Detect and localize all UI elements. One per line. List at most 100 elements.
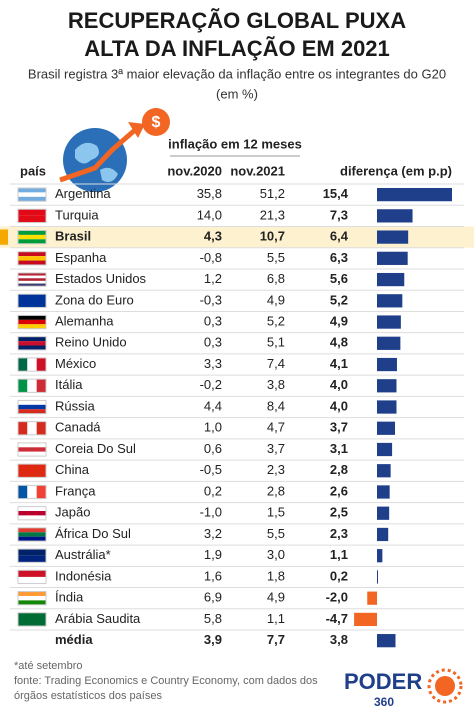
country: Zona do Euro bbox=[55, 292, 134, 307]
flag bbox=[18, 409, 46, 414]
cell: 2,8 bbox=[267, 483, 285, 498]
bar bbox=[377, 188, 452, 202]
cell: 10,7 bbox=[260, 229, 285, 244]
flag-border bbox=[17, 421, 47, 436]
logo: 360 bbox=[374, 695, 394, 709]
country: Espanha bbox=[55, 250, 107, 265]
flag bbox=[18, 595, 46, 601]
difference-label: 7,3 bbox=[330, 207, 348, 222]
row-highlight bbox=[0, 226, 474, 248]
cell: 1,6 bbox=[204, 568, 222, 583]
cell: -0,8 bbox=[200, 250, 222, 265]
flag-border bbox=[17, 442, 47, 457]
cell: 1,9 bbox=[204, 547, 222, 562]
flag bbox=[18, 324, 46, 329]
country: México bbox=[55, 356, 96, 371]
country: Estados Unidos bbox=[55, 271, 147, 286]
cell: 4,3 bbox=[204, 229, 222, 244]
bar bbox=[377, 315, 401, 329]
cell: 6,8 bbox=[267, 271, 285, 286]
cell: 6,9 bbox=[204, 590, 222, 605]
flag bbox=[18, 272, 46, 276]
difference-label: 4,9 bbox=[330, 313, 348, 328]
flag bbox=[18, 357, 28, 372]
difference-label: 4,8 bbox=[330, 335, 348, 350]
flag-border bbox=[17, 569, 47, 585]
bar bbox=[377, 209, 413, 223]
flag bbox=[18, 451, 46, 457]
cell: 3,2 bbox=[204, 526, 222, 541]
difference-label: 5,2 bbox=[330, 292, 348, 307]
note: *até setembro bbox=[14, 660, 82, 672]
flag-border bbox=[17, 272, 47, 287]
country: Reino Unido bbox=[55, 335, 127, 350]
flag-border bbox=[17, 463, 47, 478]
cell: 0,2 bbox=[204, 483, 222, 498]
flag-border bbox=[17, 527, 47, 542]
flag bbox=[36, 379, 46, 393]
column-header: país bbox=[20, 163, 46, 178]
column-header: diferença (em p.p) bbox=[340, 163, 452, 178]
cell: 2,3 bbox=[267, 462, 285, 477]
country: China bbox=[55, 462, 90, 477]
flag bbox=[18, 336, 46, 342]
flag bbox=[18, 192, 46, 197]
cell: -0,3 bbox=[200, 292, 222, 307]
cell: 4,9 bbox=[267, 590, 285, 605]
flag bbox=[18, 315, 46, 320]
flag bbox=[18, 485, 28, 499]
difference-label: -2,0 bbox=[326, 590, 348, 605]
flag bbox=[18, 278, 46, 281]
cell: 51,2 bbox=[260, 186, 285, 201]
flag bbox=[18, 536, 46, 542]
cell: 0,3 bbox=[204, 335, 222, 350]
difference-label: 2,3 bbox=[330, 526, 348, 541]
column-header: nov.2021 bbox=[230, 163, 285, 178]
flag bbox=[18, 421, 28, 435]
flag bbox=[18, 341, 46, 346]
icon: $ bbox=[59, 108, 170, 192]
difference-label: 0,2 bbox=[330, 568, 348, 583]
flag-border bbox=[17, 208, 47, 223]
cell: 8,4 bbox=[267, 398, 285, 413]
column-header: nov.2020 bbox=[167, 163, 222, 178]
flag bbox=[18, 345, 46, 350]
flag bbox=[18, 283, 46, 287]
difference-label: -4,7 bbox=[326, 611, 348, 626]
country: Japão bbox=[55, 505, 90, 520]
flag-border bbox=[17, 612, 47, 627]
cell: 5,5 bbox=[267, 250, 285, 265]
flag bbox=[18, 532, 46, 537]
flag bbox=[18, 591, 46, 596]
flag-border bbox=[17, 314, 47, 330]
cell: -0,5 bbox=[200, 462, 222, 477]
cell: 5,8 bbox=[204, 611, 222, 626]
difference-label: 3,1 bbox=[330, 441, 348, 456]
country: Argentina bbox=[55, 186, 111, 201]
flag bbox=[18, 612, 46, 627]
bar bbox=[377, 634, 396, 648]
difference-label: 15,4 bbox=[323, 186, 349, 201]
country: Índia bbox=[55, 590, 84, 605]
bar bbox=[377, 379, 397, 393]
bar bbox=[377, 549, 383, 563]
cell: 35,8 bbox=[197, 186, 222, 201]
cell: 5,5 bbox=[267, 526, 285, 541]
flag-border bbox=[17, 293, 47, 308]
source: órgãos estatísticos dos países bbox=[14, 690, 162, 702]
flag bbox=[18, 256, 46, 261]
bar bbox=[377, 230, 409, 244]
cell: 0,6 bbox=[204, 441, 222, 456]
country: Itália bbox=[55, 377, 83, 392]
country: África Do Sul bbox=[55, 526, 131, 541]
difference-label: 3,7 bbox=[330, 420, 348, 435]
cell: 5,1 bbox=[267, 335, 285, 350]
country: França bbox=[55, 483, 96, 498]
flag bbox=[18, 234, 46, 240]
flag bbox=[27, 485, 37, 499]
flag bbox=[18, 442, 46, 448]
cell: 7,7 bbox=[267, 632, 285, 647]
cell: 3,8 bbox=[267, 377, 285, 392]
flag bbox=[18, 600, 46, 605]
